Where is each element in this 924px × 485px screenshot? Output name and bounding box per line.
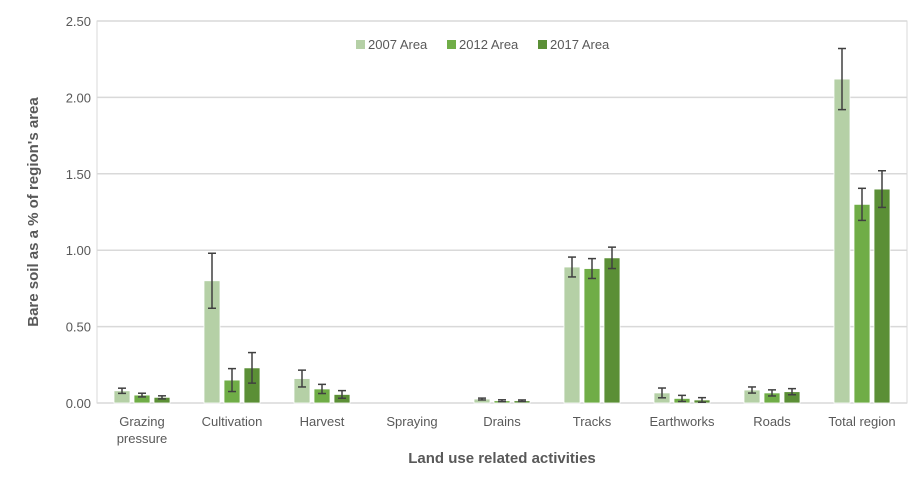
legend-label: 2007 Area — [368, 37, 428, 52]
y-tick-label: 2.00 — [66, 90, 91, 105]
x-axis-ticks: Grazing pressure Cultivation Harvest Sprayin… — [117, 414, 896, 446]
y-tick-label: 1.50 — [66, 167, 91, 182]
x-tick-label: Spraying — [386, 414, 437, 429]
x-tick-label: Harvest — [300, 414, 345, 429]
y-tick-label: 2.50 — [66, 14, 91, 29]
x-tick-label: Roads — [753, 414, 791, 429]
bar — [563, 266, 581, 404]
legend-swatch — [538, 40, 547, 49]
y-axis-ticks: 0.00 0.50 1.00 1.50 2.00 2.50 — [66, 14, 91, 411]
x-tick-label: Earthworks — [649, 414, 715, 429]
bars — [113, 47, 891, 404]
bar — [873, 188, 891, 404]
y-tick-label: 1.00 — [66, 243, 91, 258]
x-tick-label: Tracks — [573, 414, 612, 429]
legend-swatch — [356, 40, 365, 49]
legend-label: 2017 Area — [550, 37, 610, 52]
x-tick-label: Grazing — [119, 414, 165, 429]
bar — [583, 268, 601, 404]
y-axis-label: Bare soil as a % of region's area — [25, 97, 42, 327]
x-tick-label: Drains — [483, 414, 521, 429]
y-tick-label: 0.00 — [66, 396, 91, 411]
legend: 2007 Area 2012 Area 2017 Area — [356, 37, 610, 52]
legend-swatch — [447, 40, 456, 49]
x-tick-label: pressure — [117, 431, 168, 446]
y-tick-label: 0.50 — [66, 320, 91, 335]
x-tick-label: Cultivation — [202, 414, 263, 429]
x-tick-label: Total region — [828, 414, 895, 429]
bar — [603, 257, 621, 404]
bar — [853, 203, 871, 404]
legend-label: 2012 Area — [459, 37, 519, 52]
bar — [833, 78, 851, 404]
x-axis-label: Land use related activities — [408, 450, 596, 467]
